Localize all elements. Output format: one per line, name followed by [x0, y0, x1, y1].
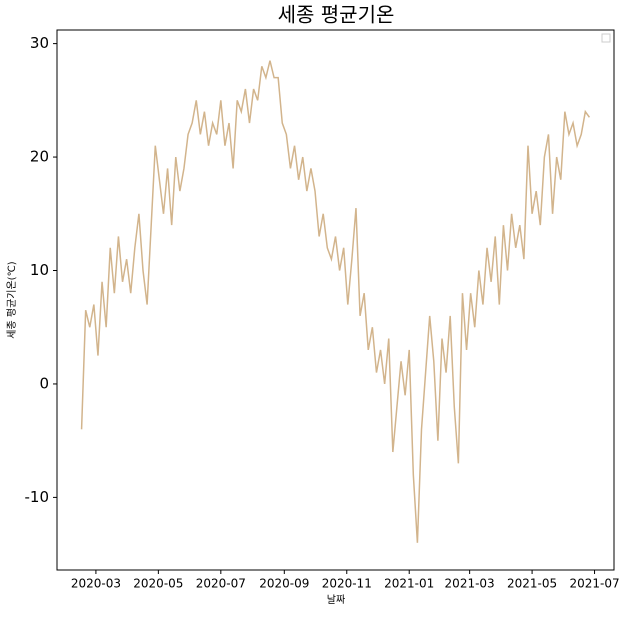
- y-tick-label: 30: [30, 34, 49, 52]
- y-tick-label: 0: [39, 374, 49, 392]
- plot-frame: [56, 29, 615, 571]
- x-tick-label: 2021-03: [445, 577, 495, 591]
- x-tick-label: 2021-07: [569, 577, 619, 591]
- y-axis-label: 세종 평균기온(℃): [6, 261, 18, 339]
- x-tick-label: 2021-05: [507, 577, 557, 591]
- x-tick-label: 2020-07: [196, 577, 246, 591]
- y-tick-label: -10: [25, 488, 50, 506]
- x-tick-label: 2021-01: [384, 577, 434, 591]
- x-tick-label: 2020-09: [259, 577, 309, 591]
- line: [80, 60, 591, 543]
- y-tick-label: 10: [30, 261, 49, 279]
- y-tick-label: 20: [30, 148, 49, 166]
- x-tick-label: 2020-03: [71, 577, 121, 591]
- x-axis-label: 날짜: [327, 594, 345, 606]
- x-tick-label: 2020-05: [133, 577, 183, 591]
- legend-box: [601, 33, 611, 43]
- x-tick-label: 2020-11: [322, 577, 372, 591]
- chart-title: 세종 평균기온: [278, 3, 395, 27]
